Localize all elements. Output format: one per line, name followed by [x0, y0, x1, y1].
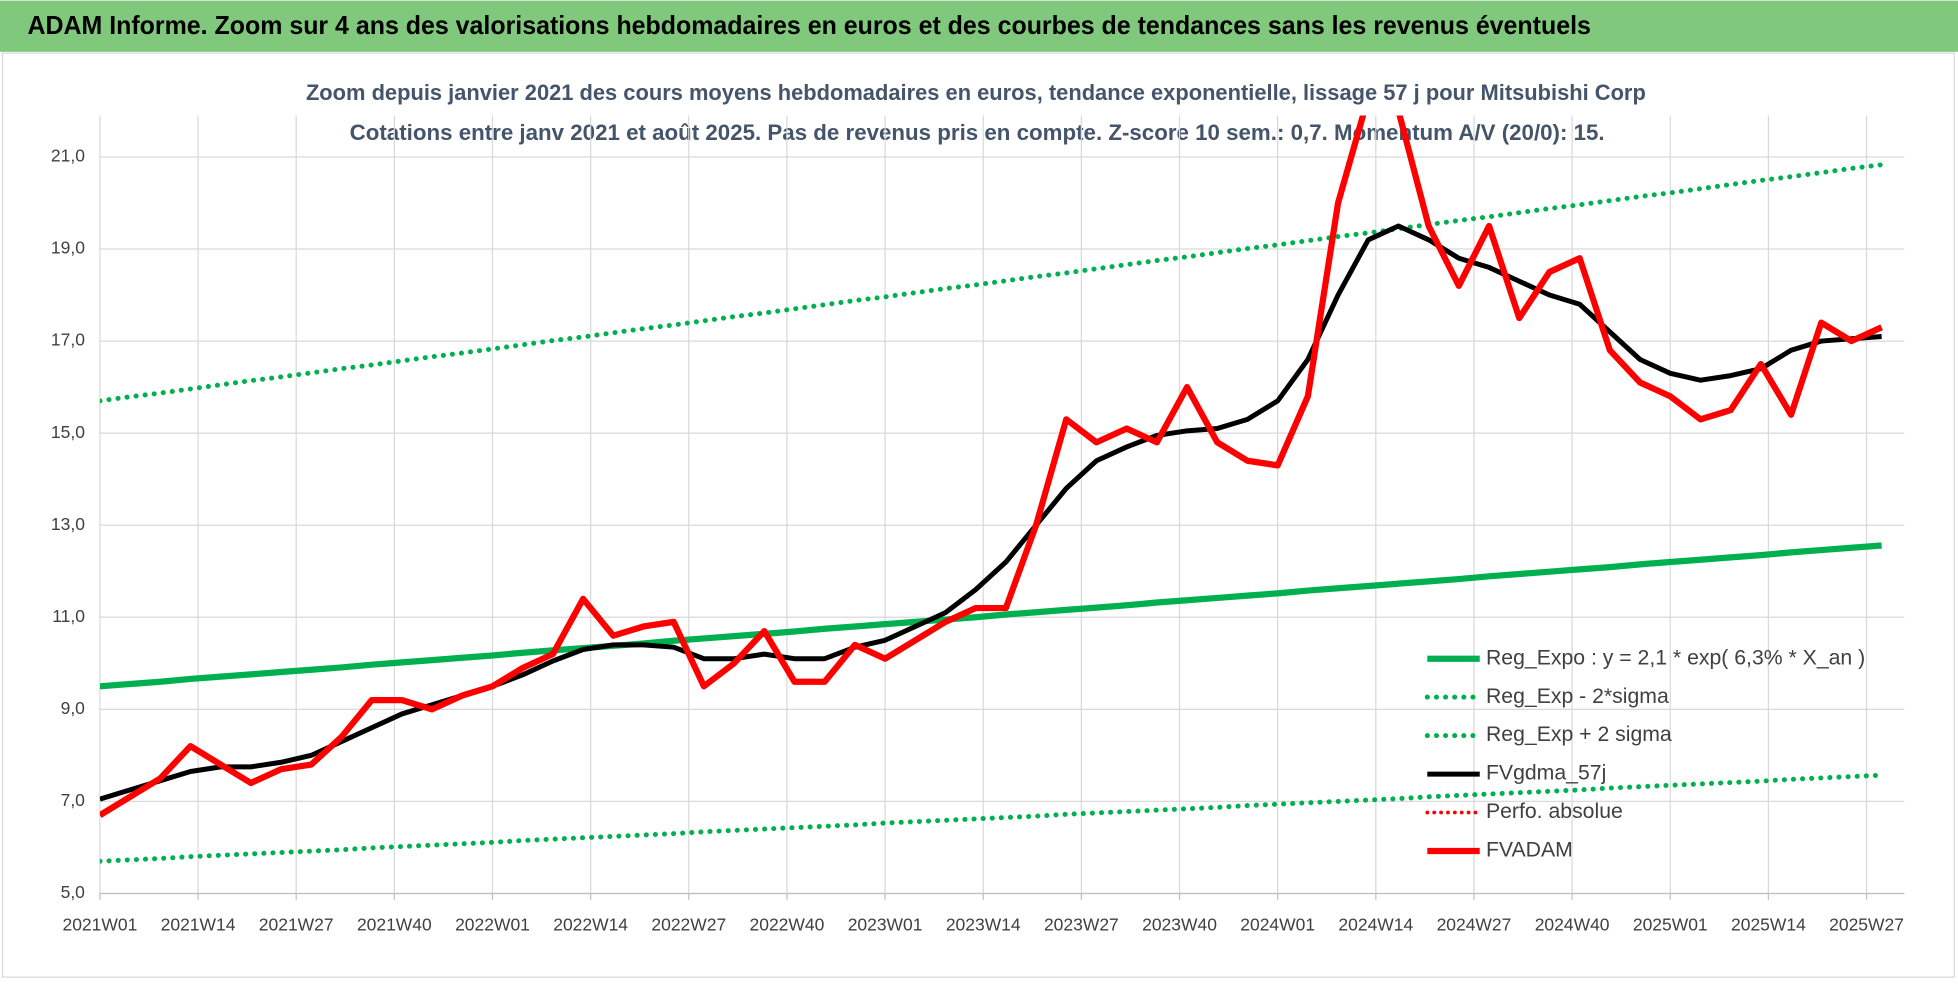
x-tick-label: 2021W01 [63, 915, 138, 935]
x-tick-label: 2024W40 [1535, 915, 1610, 935]
x-tick-label: 2025W01 [1633, 915, 1708, 935]
x-tick-label: 2023W40 [1142, 915, 1217, 935]
y-tick-label: 17,0 [51, 330, 85, 350]
x-tick-label: 2024W27 [1437, 915, 1512, 935]
y-tick-label: 9,0 [61, 698, 86, 718]
legend-label: Reg_Exp - 2*sigma [1486, 685, 1669, 708]
series-line [99, 162, 1885, 404]
y-tick-label: 15,0 [51, 422, 85, 442]
x-tick-label: 2024W14 [1338, 915, 1413, 935]
x-tick-label: 2023W01 [848, 915, 923, 935]
series-line [99, 115, 1883, 818]
x-tick-label: 2022W27 [651, 915, 726, 935]
subtitle: Cotations entre janv 2021 et août 2025. … [350, 120, 1605, 145]
series-line [99, 772, 1885, 864]
y-tick-label: 5,0 [61, 882, 86, 902]
subtitle: Zoom depuis janvier 2021 des cours moyen… [306, 80, 1646, 105]
legend-label: FVgdma_57j [1486, 762, 1606, 785]
x-tick-label: 2021W27 [259, 915, 334, 935]
legend-label: Reg_Exp + 2 sigma [1486, 723, 1672, 746]
x-tick-label: 2025W27 [1829, 915, 1904, 935]
x-tick-label: 2023W14 [946, 915, 1021, 935]
x-tick-label: 2022W40 [750, 915, 825, 935]
legend-label: Reg_Expo : y = 2,1 * exp( 6,3% * X_an ) [1486, 646, 1865, 669]
y-tick-label: 13,0 [51, 514, 85, 534]
x-tick-label: 2021W40 [357, 915, 432, 935]
frame [1, 52, 1955, 978]
series-line [99, 542, 1882, 690]
legend-label: Perfo. absolue [1486, 800, 1623, 823]
x-tick-label: 2022W01 [455, 915, 530, 935]
y-tick-label: 7,0 [61, 790, 86, 810]
x-tick-label: 2021W14 [161, 915, 236, 935]
y-tick-label: 19,0 [51, 238, 85, 258]
x-tick-label: 2025W14 [1731, 915, 1806, 935]
x-tick-label: 2024W01 [1240, 915, 1315, 935]
x-tick-label: 2022W14 [553, 915, 628, 935]
title-bar [0, 0, 1958, 52]
series-line [99, 223, 1882, 802]
legend-label: FVADAM [1486, 839, 1573, 862]
y-tick-label: 11,0 [52, 606, 85, 626]
x-tick-label: 2023W27 [1044, 915, 1119, 935]
chart-title: ADAM Informe. Zoom sur 4 ans des valoris… [27, 10, 1590, 40]
y-tick-label: 21,0 [51, 146, 85, 166]
